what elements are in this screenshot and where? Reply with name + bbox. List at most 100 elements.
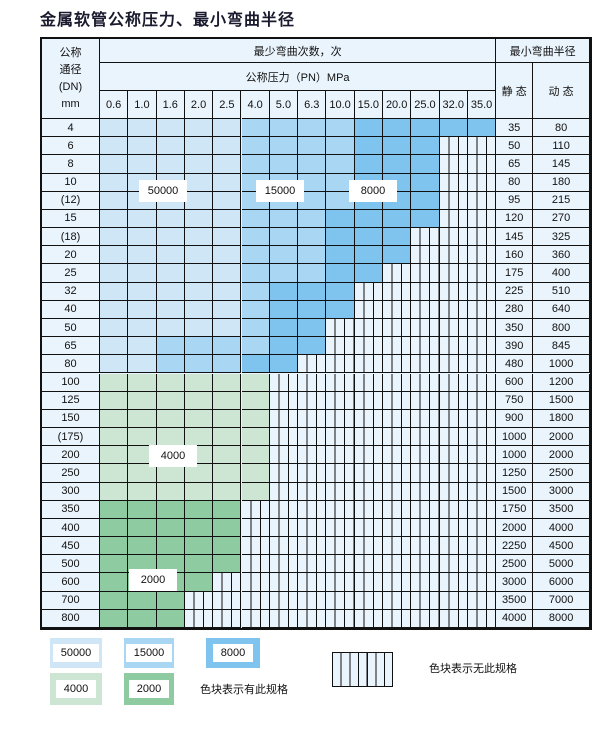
spec-cell xyxy=(269,209,299,229)
spec-cell xyxy=(326,155,355,174)
spec-cell xyxy=(241,373,270,392)
no-spec-cell xyxy=(241,555,270,574)
spec-cell xyxy=(213,409,242,429)
row-dynamic-radius: 6000 xyxy=(533,573,590,592)
spec-cell xyxy=(298,119,327,138)
spec-cell xyxy=(241,318,270,338)
no-spec-cell xyxy=(383,264,412,283)
spec-cell xyxy=(128,428,157,447)
row-dynamic-radius: 270 xyxy=(533,209,590,229)
no-spec-cell xyxy=(411,518,440,538)
spec-cell xyxy=(156,500,185,519)
row-static-radius: 160 xyxy=(496,246,534,265)
no-spec-cell xyxy=(184,591,214,610)
no-spec-cell xyxy=(439,609,468,628)
spec-cell xyxy=(156,373,185,392)
row-static-radius: 2500 xyxy=(496,555,534,574)
no-spec-cell xyxy=(411,228,440,247)
no-spec-cell xyxy=(383,500,412,519)
row-dn: 300 xyxy=(42,482,100,501)
no-spec-cell xyxy=(411,573,440,592)
pressure-column-header: 1.6 xyxy=(156,91,185,119)
no-spec-cell xyxy=(269,464,299,483)
spec-cell xyxy=(213,155,242,174)
pressure-column-header: 15.0 xyxy=(354,91,383,119)
no-spec-cell xyxy=(269,555,299,574)
region-label-d: 4000 xyxy=(149,445,197,467)
row-static-radius: 80 xyxy=(496,173,534,192)
header-static: 静 态 xyxy=(496,63,534,119)
spec-cell xyxy=(156,391,185,410)
row-dn: 50 xyxy=(42,318,100,338)
row-static-radius: 1000 xyxy=(496,446,534,465)
spec-cell xyxy=(128,518,157,538)
row-static-radius: 3500 xyxy=(496,591,534,610)
pressure-column-header: 20.0 xyxy=(383,91,412,119)
spec-cell xyxy=(411,119,440,138)
spec-cell xyxy=(128,355,157,374)
no-spec-cell xyxy=(467,573,497,592)
spec-cell xyxy=(156,300,185,319)
spec-cell xyxy=(411,209,440,229)
spec-cell xyxy=(241,355,270,374)
no-spec-cell xyxy=(467,409,497,429)
no-spec-cell xyxy=(354,446,383,465)
no-spec-cell xyxy=(383,537,412,556)
no-spec-cell xyxy=(326,555,355,574)
spec-cell xyxy=(184,428,214,447)
no-spec-cell xyxy=(411,537,440,556)
no-spec-cell xyxy=(439,573,468,592)
spec-cell xyxy=(213,119,242,138)
spec-cell xyxy=(269,264,299,283)
spec-cell xyxy=(439,119,468,138)
region-label-e: 2000 xyxy=(129,569,177,591)
spec-cell xyxy=(128,500,157,519)
no-spec-cell xyxy=(213,573,242,592)
spec-cell xyxy=(213,337,242,356)
spec-cell xyxy=(213,173,242,192)
spec-cell xyxy=(241,246,270,265)
no-spec-cell xyxy=(298,428,327,447)
spec-cell xyxy=(269,337,299,356)
pressure-column-header: 10.0 xyxy=(326,91,355,119)
spec-cell xyxy=(354,264,383,283)
no-spec-cell xyxy=(439,209,468,229)
row-static-radius: 1500 xyxy=(496,482,534,501)
spec-cell xyxy=(213,391,242,410)
row-dynamic-radius: 2000 xyxy=(533,428,590,447)
header-dn: 公称 通径 (DN) mm xyxy=(42,39,100,119)
spec-cell xyxy=(100,355,129,374)
row-dynamic-radius: 80 xyxy=(533,119,590,138)
no-spec-cell xyxy=(241,500,270,519)
no-spec-cell xyxy=(354,300,383,319)
no-spec-cell xyxy=(467,264,497,283)
spec-cell xyxy=(269,246,299,265)
no-spec-cell xyxy=(467,355,497,374)
no-spec-cell xyxy=(467,173,497,192)
no-spec-cell xyxy=(354,373,383,392)
no-spec-cell xyxy=(383,391,412,410)
spec-cell xyxy=(213,482,242,501)
row-dynamic-radius: 845 xyxy=(533,337,590,356)
spec-cell xyxy=(128,337,157,356)
spec-cell xyxy=(156,518,185,538)
spec-cell xyxy=(241,300,270,319)
no-spec-cell xyxy=(467,373,497,392)
row-dn: 65 xyxy=(42,337,100,356)
no-spec-cell xyxy=(383,518,412,538)
spec-cell xyxy=(241,119,270,138)
row-dn: (12) xyxy=(42,191,100,210)
no-spec-cell xyxy=(354,318,383,338)
no-spec-cell xyxy=(467,391,497,410)
row-dynamic-radius: 2000 xyxy=(533,446,590,465)
no-spec-cell xyxy=(354,591,383,610)
row-dynamic-radius: 145 xyxy=(533,155,590,174)
row-dn: 20 xyxy=(42,246,100,265)
no-spec-cell xyxy=(241,591,270,610)
spec-cell xyxy=(184,518,214,538)
row-dynamic-radius: 3500 xyxy=(533,500,590,519)
no-spec-cell xyxy=(439,500,468,519)
no-spec-cell xyxy=(439,428,468,447)
no-spec-cell xyxy=(411,318,440,338)
spec-cell xyxy=(100,228,129,247)
